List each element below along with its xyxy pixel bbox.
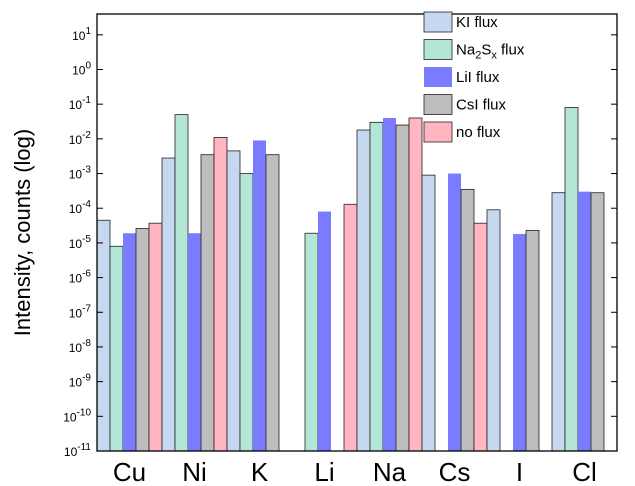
bar-na-csi-flux: [395, 124, 410, 452]
y-tick-label: 10-5: [69, 234, 92, 251]
bar-k-ki-flux: [226, 150, 241, 452]
y-axis: 10-11 10-10 10-9 10-8 10-7 10-6 10-5 10-4 10-3 10…: [63, 26, 617, 459]
bar-na-ki-flux: [356, 129, 371, 452]
y-tick-label: 100: [72, 60, 91, 77]
legend-swatch: [423, 94, 453, 115]
bar-li-na2sx-flux: [304, 232, 319, 452]
x-tick-label: I: [516, 457, 523, 486]
y-tick-label: 10-2: [69, 130, 92, 147]
y-axis-label: Intensity, counts (log): [10, 129, 35, 336]
legend-swatch: [424, 67, 452, 87]
legend-swatch: [423, 39, 453, 60]
bar-na-na2sx-flux: [369, 121, 384, 452]
bar-cu-csi-flux: [135, 228, 150, 452]
bar-cs-lii-flux: [448, 173, 461, 452]
legend-label: no flux: [456, 124, 501, 141]
x-tick-label: Cu: [113, 457, 146, 486]
bar-k-lii-flux: [253, 140, 266, 451]
y-tick-label: 10-3: [69, 165, 92, 182]
x-axis: Cu Ni K Li Na Cs I Cl: [113, 457, 597, 486]
x-tick-label: Ni: [182, 457, 207, 486]
legend-label: Na2Sx flux: [456, 42, 525, 62]
bar-i-csi-flux: [525, 229, 540, 452]
bar-ni-na2sx-flux: [174, 114, 189, 452]
y-tick-label: 10-1: [69, 95, 92, 112]
y-tick-label: 10-11: [64, 442, 92, 459]
bar-i-lii-flux: [513, 234, 526, 451]
legend-label: KI flux: [456, 14, 498, 31]
y-tick-label: 10-9: [69, 373, 92, 390]
x-tick-label: Na: [373, 457, 407, 486]
bar-na-no-flux: [408, 117, 423, 452]
bar-cl-ki-flux: [551, 192, 566, 452]
bar-cl-lii-flux: [578, 191, 591, 451]
bar-cs-no-flux: [473, 222, 488, 452]
y-tick-label: 10-10: [63, 407, 91, 424]
legend-label: LiI flux: [456, 69, 500, 86]
bar-ni-csi-flux: [200, 154, 215, 452]
bar-cs-csi-flux: [460, 188, 475, 452]
legend-swatch: [423, 121, 453, 143]
bar-cu-no-flux: [148, 222, 163, 452]
legend: KI flux Na2Sx flux LiI flux CsI flux no flux: [423, 11, 525, 143]
y-tick-label: 101: [72, 26, 91, 43]
x-tick-label: Cl: [572, 457, 597, 486]
bar-cs-ki-flux: [421, 174, 436, 452]
bar-cl-csi-flux: [590, 192, 605, 452]
bar-i-ki-flux: [486, 209, 501, 452]
x-tick-label: Li: [314, 457, 334, 486]
bar-cl-na2sx-flux: [564, 107, 579, 452]
legend-label: CsI flux: [456, 97, 507, 114]
y-tick-label: 10-7: [69, 303, 92, 320]
bar-cu-na2sx-flux: [109, 245, 124, 452]
bar-ni-ki-flux: [161, 157, 176, 452]
y-tick-label: 10-6: [69, 269, 92, 286]
bar-k-na2sx-flux: [239, 173, 254, 452]
bar-cu-lii-flux: [123, 233, 136, 451]
bar-k-csi-flux: [265, 154, 280, 452]
plot-frame: [96, 13, 618, 452]
bar-ni-lii-flux: [188, 233, 201, 451]
bar-ni-no-flux: [213, 137, 228, 452]
bars-group: [96, 107, 605, 452]
y-tick-label: 10-4: [69, 199, 92, 216]
legend-swatch: [423, 11, 453, 33]
bar-li-no-flux: [343, 203, 358, 452]
bar-li-lii-flux: [318, 211, 331, 451]
bar-na-lii-flux: [383, 117, 396, 452]
y-tick-label: 10-8: [69, 338, 92, 355]
x-tick-label: K: [251, 457, 269, 486]
x-tick-label: Cs: [439, 457, 471, 486]
